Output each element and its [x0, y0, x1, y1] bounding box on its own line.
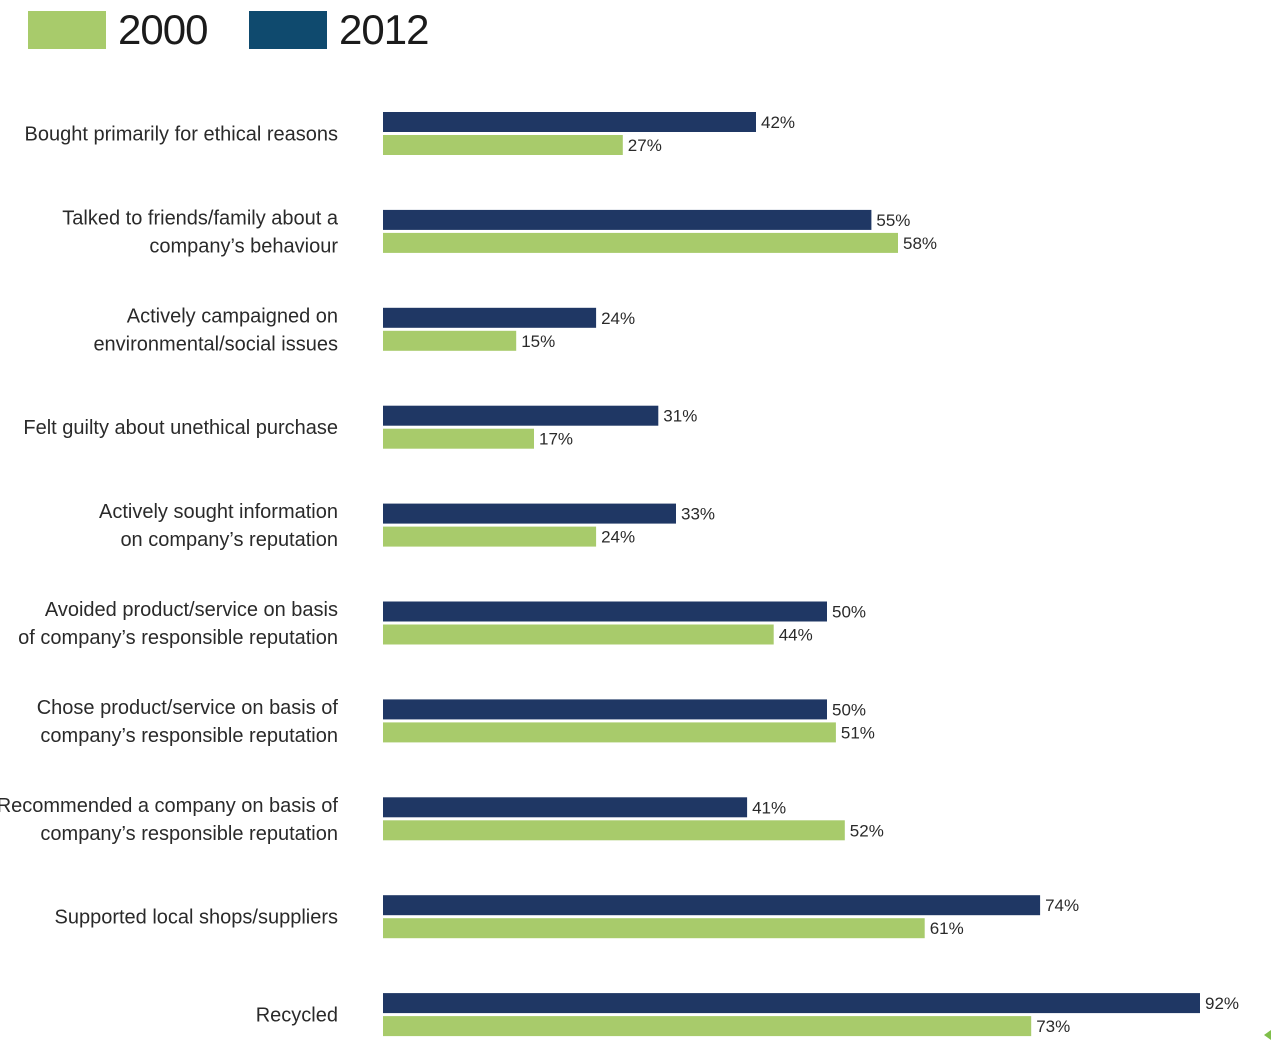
data-label-2000: 51% — [841, 723, 875, 742]
data-label-2012: 33% — [681, 505, 715, 524]
data-label-2012: 42% — [761, 113, 795, 132]
bar-2000 — [383, 918, 925, 939]
bar-2000 — [383, 1016, 1032, 1037]
category-label: Supported local shops/suppliers — [54, 907, 338, 929]
category-label: Avoided product/service on basis — [45, 599, 338, 621]
category-label: Chose product/service on basis of — [37, 697, 339, 719]
category-label: company’s responsible reputation — [40, 725, 338, 747]
bar-2012 — [383, 601, 827, 622]
category-label: Talked to friends/family about a — [62, 207, 339, 229]
data-label-2012: 92% — [1205, 994, 1239, 1013]
bar-2012 — [383, 503, 676, 524]
category-label: company’s behaviour — [149, 235, 338, 257]
data-label-2000: 73% — [1036, 1017, 1070, 1036]
data-label-2012: 41% — [752, 798, 786, 817]
bar-2012 — [383, 797, 748, 818]
data-label-2000: 15% — [521, 332, 555, 351]
category-label: of company’s responsible reputation — [18, 627, 338, 649]
bar-2000 — [383, 820, 845, 841]
data-label-2012: 50% — [832, 700, 866, 719]
category-label: Actively campaigned on — [127, 305, 338, 327]
bar-2000 — [383, 135, 623, 155]
bar-2000 — [383, 330, 517, 351]
bar-2012 — [383, 699, 827, 720]
legend: 2000 2012 — [0, 0, 1271, 60]
legend-swatch-2000 — [28, 11, 106, 49]
category-label: environmental/social issues — [93, 333, 338, 355]
category-label: Bought primarily for ethical reasons — [25, 124, 338, 146]
bar-2000 — [383, 232, 898, 253]
bar-2012 — [383, 307, 597, 328]
data-label-2000: 17% — [539, 430, 573, 449]
corner-arrow-icon — [1264, 1030, 1271, 1040]
data-label-2000: 27% — [628, 136, 662, 155]
bar-2012 — [383, 405, 659, 426]
data-label-2000: 44% — [779, 626, 813, 645]
legend-label-2012: 2012 — [339, 6, 429, 53]
data-label-2000: 61% — [930, 919, 964, 938]
bar-2000 — [383, 428, 534, 449]
data-label-2012: 31% — [663, 407, 697, 426]
data-label-2012: 50% — [832, 603, 866, 622]
category-label: company’s responsible reputation — [40, 823, 338, 845]
bar-2012 — [383, 993, 1200, 1014]
data-label-2012: 74% — [1045, 896, 1079, 915]
bar-2000 — [383, 526, 597, 547]
data-label-2000: 58% — [903, 234, 937, 253]
category-label: on company’s reputation — [120, 529, 338, 551]
legend-label-2000: 2000 — [118, 6, 208, 53]
legend-swatch-2012 — [249, 11, 327, 49]
bar-2000 — [383, 624, 774, 645]
data-label-2012: 24% — [601, 309, 635, 328]
bar-2000 — [383, 722, 836, 743]
category-label: Recycled — [256, 1005, 338, 1027]
category-label: Recommended a company on basis of — [0, 795, 338, 817]
data-label-2000: 52% — [850, 821, 884, 840]
data-label-2012: 55% — [876, 211, 910, 230]
data-label-2000: 24% — [601, 528, 635, 547]
category-label: Actively sought information — [99, 501, 338, 523]
category-label: Felt guilty about unethical purchase — [23, 417, 338, 439]
bar-2012 — [383, 209, 872, 230]
bar-2012 — [383, 895, 1041, 916]
bar-2012 — [383, 112, 756, 132]
